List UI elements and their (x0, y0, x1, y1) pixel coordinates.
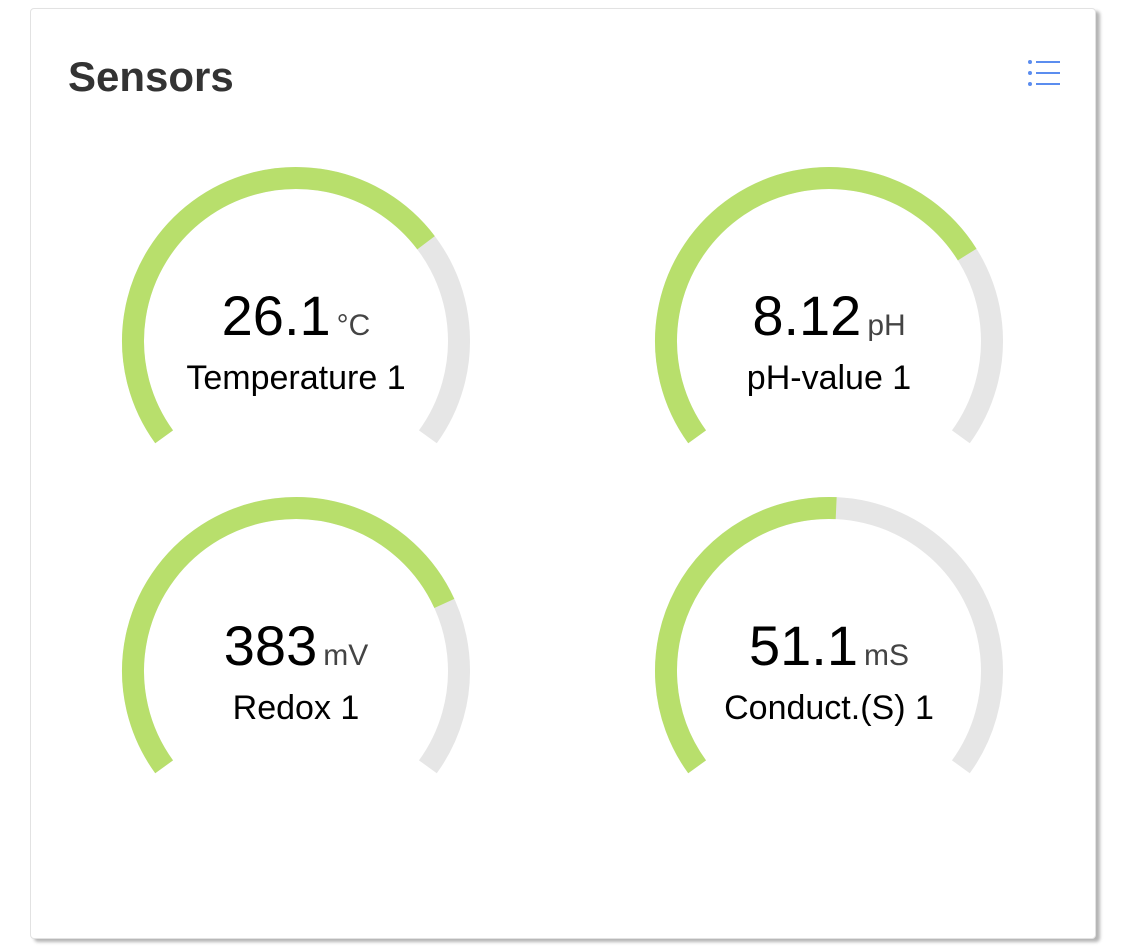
sensors-card: Sensors 26.1 °C Temperature 1 8.12 pH pH-v… (30, 8, 1096, 939)
gauge-unit: mS (864, 639, 909, 672)
gauge-unit: °C (336, 309, 371, 342)
gauge-unit: pH (867, 309, 906, 342)
gauge-unit: mV (323, 639, 369, 672)
gauge-label: Temperature 1 (186, 359, 406, 397)
gauge-label: pH-value 1 (746, 359, 912, 397)
gauge-conductivity: 51.1 mS Conduct.(S) 1 (639, 491, 1019, 821)
gauge-redox: 383 mV Redox 1 (106, 491, 486, 821)
gauge-value: 383 (223, 614, 318, 677)
gauge-label: Conduct.(S) 1 (724, 689, 934, 727)
gauge-fill (122, 167, 435, 444)
card-title: Sensors (68, 53, 234, 100)
gauge-value: 26.1 (221, 284, 331, 347)
gauge-ph: 8.12 pH pH-value 1 (639, 161, 1019, 491)
gauge-fill (655, 497, 837, 774)
gauge-temperature: 26.1 °C Temperature 1 (106, 161, 486, 491)
gauge-fill (122, 497, 455, 774)
gauge-fill (655, 167, 977, 444)
list-icon[interactable] (1027, 53, 1061, 89)
gauge-value: 8.12 (752, 284, 862, 347)
gauge-label: Redox 1 (232, 689, 360, 727)
gauge-value: 51.1 (749, 614, 858, 677)
